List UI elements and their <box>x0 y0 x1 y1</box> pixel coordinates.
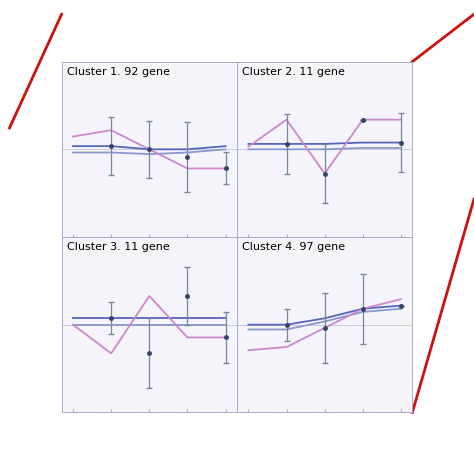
Text: Cluster 1. 92 gene: Cluster 1. 92 gene <box>67 67 170 77</box>
Text: Cluster 4. 97 gene: Cluster 4. 97 gene <box>242 242 346 252</box>
Text: Cluster 2. 11 gene: Cluster 2. 11 gene <box>242 67 345 77</box>
Text: Cluster 3. 11 gene: Cluster 3. 11 gene <box>67 242 170 252</box>
